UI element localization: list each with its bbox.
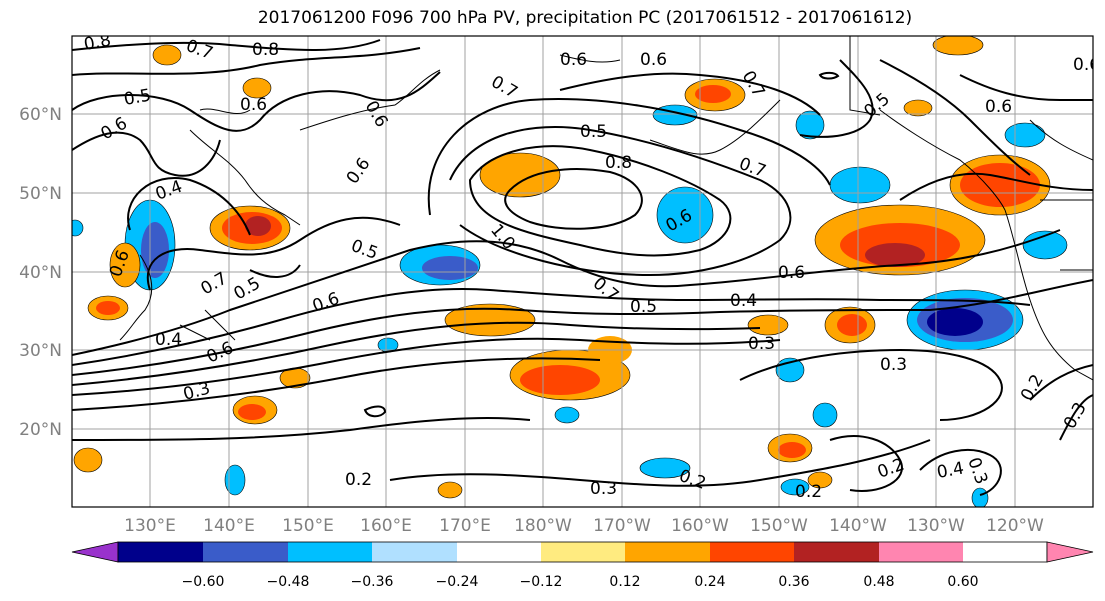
colorbar [71, 541, 1094, 563]
contour-label: 0.5 [580, 122, 607, 142]
contour-label: 0.7 [488, 72, 521, 103]
contour-label: 0.6 [310, 289, 342, 317]
contour-label: 0.3 [748, 334, 775, 354]
lon-label: 160°W [671, 516, 729, 536]
contour-label: 0.6 [361, 98, 392, 131]
lon-label: 150°E [282, 516, 334, 536]
contour-label: 0.6 [343, 154, 375, 188]
lat-label: 60°N [19, 105, 62, 125]
contour-label: 0.3 [880, 355, 907, 375]
lon-labels: 130°E 140°E 150°E 160°E 170°E 180°W 170°… [124, 516, 1044, 536]
contour-label: 0.2 [875, 455, 907, 483]
colorbar-tick-label: 0.60 [947, 574, 978, 590]
contour-label: 0.8 [82, 31, 112, 55]
lon-label: 130°E [124, 516, 176, 536]
contour-label: 0.6 [204, 338, 237, 368]
contour-label: 0.5 [348, 236, 380, 264]
colorbar-segment [372, 542, 457, 562]
colorbar-extend-low [71, 541, 119, 563]
contour-label: 0.3 [1060, 399, 1091, 432]
colorbar-tick-label: −0.60 [182, 574, 225, 590]
contour-label: 0.2 [345, 470, 372, 490]
map-title: 2017061200 F096 700 hPa PV, precipitatio… [257, 8, 913, 28]
map-frame [71, 35, 1094, 508]
contour-label: 0.2 [1017, 371, 1048, 404]
colorbar-tick-label: −0.48 [267, 574, 310, 590]
contour-label: 0.3 [181, 379, 212, 405]
contour-label: 0.4 [155, 330, 182, 350]
contour-label: 0.7 [736, 154, 768, 182]
colorbar-segment [203, 542, 288, 562]
lon-label: 140°E [203, 516, 255, 536]
contour-label: 0.7 [183, 36, 215, 64]
contour-label: 0.7 [589, 274, 623, 307]
lon-label: 130°W [907, 516, 965, 536]
colorbar-extend-high [1046, 541, 1094, 563]
contour-label: 0.6 [985, 97, 1012, 117]
lat-label: 40°N [19, 263, 62, 283]
colorbar-segment [288, 542, 372, 562]
colorbar-segment [118, 542, 203, 562]
contour-label: 0.4 [935, 459, 965, 483]
contour-label: 0.6 [640, 50, 667, 70]
precip-negative-fills [72, 104, 1068, 507]
contour-label: 0.6 [98, 113, 131, 144]
coastlines [119, 36, 1093, 381]
contour-label: 0.6 [240, 95, 267, 115]
pv-contours [72, 39, 1093, 496]
lat-labels: 60°N 50°N 40°N 30°N 20°N [19, 105, 62, 440]
colorbar-segment [794, 542, 879, 562]
lon-label: 120°W [986, 516, 1044, 536]
contour-label: 0.6 [778, 263, 805, 283]
colorbar-tick-label: 0.36 [778, 574, 809, 590]
colorbar-segment [625, 542, 710, 562]
contour-label: 0.8 [252, 40, 279, 60]
lon-label: 150°W [750, 516, 808, 536]
contour-label: 0.3 [590, 479, 617, 499]
lon-label: 170°E [439, 516, 491, 536]
colorbar-tick-label: 0.24 [694, 574, 725, 590]
lat-label: 50°N [19, 184, 62, 204]
contour-label: 1.0 [486, 220, 519, 254]
colorbar-tick-label: 0.48 [863, 574, 894, 590]
contour-label: 0.5 [630, 297, 657, 317]
lon-label: 180°W [514, 516, 572, 536]
contour-label: 0.3 [963, 455, 991, 487]
colorbar-tick-label: −0.36 [351, 574, 394, 590]
contour-label: 0.4 [730, 291, 757, 311]
contour-label: 0.8 [605, 153, 632, 173]
lat-label: 20°N [19, 420, 62, 440]
colorbar-segment [457, 542, 541, 562]
colorbar-segment [541, 542, 625, 562]
contour-label: 0.5 [122, 86, 152, 110]
lat-label: 30°N [19, 341, 62, 361]
contour-label: 0.6 [560, 50, 587, 70]
colorbar-tick-label: −0.12 [520, 574, 563, 590]
colorbar-ticks: −0.60 −0.48 −0.36 −0.24 −0.12 0.12 0.24 … [182, 574, 979, 590]
contour-label: 0.2 [795, 482, 822, 502]
contour-label: 0.6 [1073, 55, 1100, 75]
colorbar-segment [879, 542, 963, 562]
lon-label: 170°W [593, 516, 651, 536]
graticule [72, 36, 1093, 507]
colorbar-tick-label: −0.24 [436, 574, 479, 590]
contour-label: 0.2 [676, 466, 708, 494]
colorbar-segment [710, 542, 794, 562]
lon-label: 140°W [829, 516, 887, 536]
contour-label: 0.7 [198, 268, 231, 299]
lon-label: 160°E [360, 516, 412, 536]
colorbar-tick-label: 0.12 [609, 574, 640, 590]
